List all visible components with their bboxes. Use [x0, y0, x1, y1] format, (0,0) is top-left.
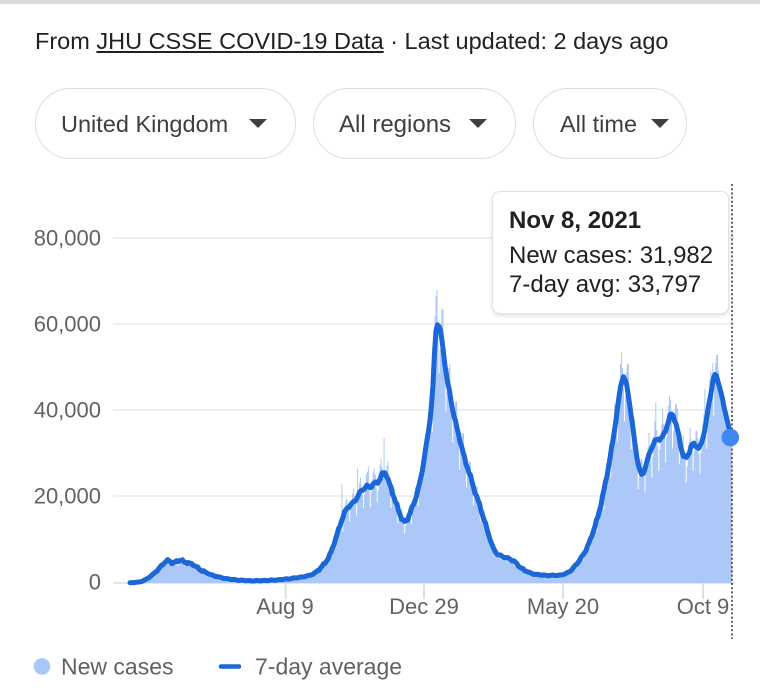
svg-text:40,000: 40,000 — [34, 398, 101, 423]
svg-text:May 20: May 20 — [527, 594, 599, 619]
svg-text:20,000: 20,000 — [34, 484, 101, 509]
svg-text:New cases: New cases — [61, 653, 173, 679]
svg-text:7-day average: 7-day average — [255, 653, 402, 679]
svg-text:0: 0 — [89, 570, 101, 595]
svg-text:80,000: 80,000 — [34, 226, 101, 251]
svg-text:Aug 9: Aug 9 — [256, 594, 314, 619]
svg-text:Oct 9: Oct 9 — [677, 594, 730, 619]
svg-text:Dec 29: Dec 29 — [389, 594, 459, 619]
svg-text:60,000: 60,000 — [34, 312, 101, 337]
